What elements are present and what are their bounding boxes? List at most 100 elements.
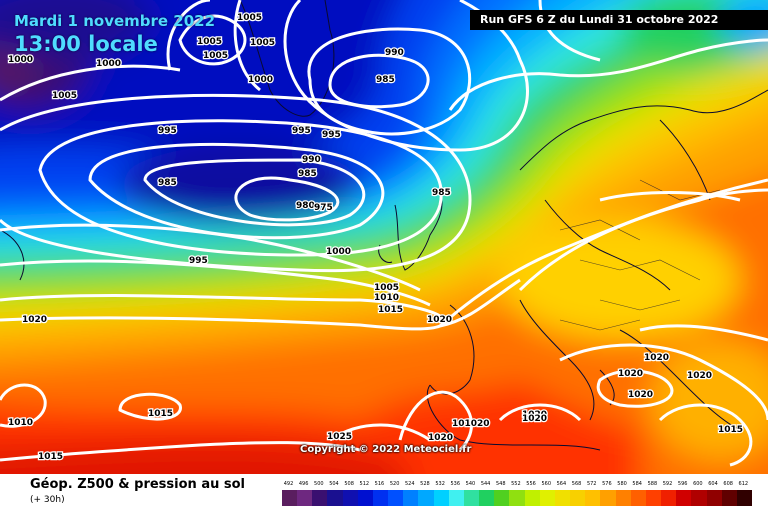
legend-swatch	[297, 490, 313, 506]
pressure-label: 1010	[374, 293, 399, 303]
svg-text:101020: 101020	[452, 419, 490, 429]
legend-swatch	[342, 490, 359, 506]
svg-text:995: 995	[158, 126, 177, 136]
svg-text:1000: 1000	[326, 247, 351, 257]
svg-text:995: 995	[322, 130, 341, 140]
forecast-date: Mardi 1 novembre 2022	[14, 12, 216, 30]
pressure-label: 985	[432, 188, 451, 198]
legend-swatch	[282, 490, 298, 506]
pressure-label: 1025	[327, 432, 352, 442]
legend-swatch	[539, 490, 556, 506]
svg-text:1015: 1015	[38, 452, 63, 462]
legend-label: 540	[465, 481, 476, 487]
svg-text:1000: 1000	[248, 75, 273, 85]
svg-text:1020: 1020	[428, 433, 453, 443]
legend-swatch	[691, 490, 707, 506]
svg-text:1005: 1005	[197, 37, 222, 47]
svg-text:1020: 1020	[618, 369, 643, 379]
svg-text:1015: 1015	[718, 425, 743, 435]
pressure-label: 1005	[203, 51, 228, 61]
legend-label: 496	[298, 481, 309, 487]
legend-label: 560	[541, 481, 551, 487]
legend-swatch	[388, 490, 404, 506]
svg-text:1020: 1020	[644, 353, 669, 363]
svg-text:1015: 1015	[148, 409, 173, 419]
legend-swatch	[554, 490, 571, 506]
legend-swatch	[600, 490, 617, 506]
svg-text:985: 985	[376, 75, 395, 85]
run-info: Run GFS 6 Z du Lundi 31 octobre 2022	[470, 10, 768, 30]
legend-swatch	[721, 490, 738, 506]
svg-text:1005: 1005	[52, 91, 77, 101]
pressure-label: 1000	[96, 59, 121, 69]
svg-text:990: 990	[385, 48, 404, 58]
isobars	[0, 0, 768, 465]
pressure-label: 101020	[452, 419, 490, 429]
pressure-label: 985	[298, 169, 317, 179]
pressure-label: 990	[302, 155, 321, 165]
pressure-label: 1020	[628, 390, 653, 400]
svg-text:985: 985	[298, 169, 317, 179]
svg-text:990: 990	[302, 155, 321, 165]
svg-text:1005: 1005	[374, 283, 399, 293]
legend-swatch	[585, 490, 601, 506]
pressure-label: 985	[376, 75, 395, 85]
svg-text:1005: 1005	[250, 38, 275, 48]
copyright: Copyright © 2022 Meteociel.fr	[300, 444, 472, 455]
footer: Géop. Z500 & pression au sol (+ 30h) 492…	[0, 474, 768, 512]
svg-text:1000: 1000	[8, 55, 33, 65]
pressure-label: 995	[292, 126, 311, 136]
pressure-label: 1005	[237, 13, 262, 23]
legend-swatch	[372, 490, 389, 506]
svg-text:985: 985	[432, 188, 451, 198]
legend-label: 520	[389, 481, 400, 487]
legend-label: 564	[556, 481, 567, 487]
coastlines	[0, 0, 768, 451]
legend-label: 512	[359, 481, 370, 487]
pressure-label: 1015	[718, 425, 743, 435]
legend-swatch	[645, 490, 662, 506]
legend-label: 532	[435, 481, 445, 487]
pressure-label: 1005	[250, 38, 275, 48]
svg-text:995: 995	[189, 256, 208, 266]
svg-text:1025: 1025	[327, 432, 352, 442]
legend-swatch	[433, 490, 450, 506]
legend-swatch	[570, 490, 586, 506]
svg-text:1010: 1010	[374, 293, 399, 303]
pressure-label: 1015	[38, 452, 63, 462]
legend-label: 588	[647, 481, 658, 487]
legend-label: 584	[632, 481, 642, 487]
pressure-label: 995	[322, 130, 341, 140]
svg-text:1010: 1010	[8, 418, 33, 428]
legend-label: 592	[662, 481, 673, 487]
legend-label: 508	[344, 481, 354, 487]
legend-swatch	[448, 490, 465, 506]
legend-swatch	[463, 490, 480, 506]
legend-label: 524	[405, 481, 415, 487]
pressure-label: 1020	[644, 353, 669, 363]
legend-swatch	[676, 490, 692, 506]
svg-text:1020: 1020	[628, 390, 653, 400]
legend-swatch	[327, 490, 344, 506]
legend-label: 544	[480, 481, 491, 487]
legend-label: 608	[723, 481, 733, 487]
legend-label: 504	[329, 481, 339, 487]
legend-swatch	[357, 490, 374, 506]
weather-map: 1005 1005 1005 1005 1005 1005 1005 1005 1000 1000…	[0, 0, 768, 474]
svg-text:995: 995	[292, 126, 311, 136]
legend-label: 600	[693, 481, 703, 487]
legend-label: 492	[283, 481, 294, 487]
pressure-label: 980	[296, 201, 315, 211]
legend-swatch	[509, 490, 526, 506]
pressure-label: 1005	[374, 283, 399, 293]
svg-text:1020: 1020	[522, 414, 547, 424]
legend-label: 528	[420, 481, 430, 487]
pressure-label: 1020	[428, 433, 453, 443]
svg-text:1005: 1005	[237, 13, 262, 23]
svg-text:1020: 1020	[522, 410, 547, 420]
legend-swatch	[479, 490, 495, 506]
legend-label: 568	[571, 481, 582, 487]
pressure-label: 1000	[248, 75, 273, 85]
